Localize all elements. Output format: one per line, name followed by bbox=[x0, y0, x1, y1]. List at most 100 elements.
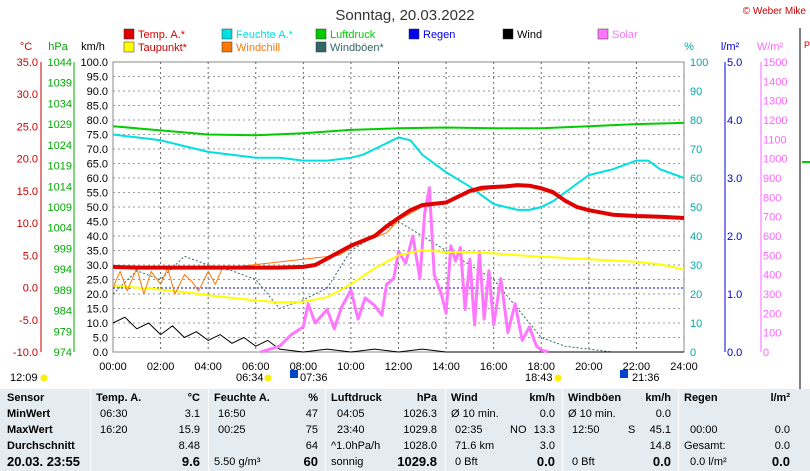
hdr-press-unit: hPa bbox=[416, 392, 437, 404]
series-layer bbox=[112, 121, 685, 354]
axis-tick-label: 200 bbox=[763, 308, 781, 320]
hdr-hum-unit: % bbox=[308, 392, 318, 404]
x-tick-label: 02:00 bbox=[147, 361, 175, 373]
axis-tick-label: 40 bbox=[690, 231, 702, 243]
axis-tick-label: 15.0 bbox=[17, 186, 38, 198]
max-rain: 0.0 bbox=[774, 424, 790, 436]
axis-tick-label: 35.0 bbox=[17, 57, 38, 69]
axis-tick-label: 1500 bbox=[763, 57, 787, 69]
avg-temp: 8.48 bbox=[178, 440, 200, 452]
legend-swatch bbox=[221, 28, 233, 40]
legend-label: Temp. A.* bbox=[138, 29, 186, 41]
legend-swatch bbox=[597, 28, 609, 40]
axis-unit-label: hPa bbox=[48, 41, 68, 53]
axis-tick-label: 10.0 bbox=[87, 318, 108, 330]
legend-swatch bbox=[315, 28, 327, 40]
sun-icon bbox=[264, 374, 272, 382]
max-gust-time: 12:50 bbox=[572, 424, 600, 436]
sun-marker-label: 07:36 bbox=[300, 372, 328, 384]
axis-tick-label: 0 bbox=[763, 347, 769, 359]
series-line bbox=[112, 133, 685, 211]
axis-units: °C hPa km/h% l/m² W/m² bbox=[20, 41, 784, 53]
axis-tick-label: 989 bbox=[54, 285, 72, 297]
hdr-rain-unit: l/m² bbox=[770, 392, 790, 404]
axis-tick-label: -10.0 bbox=[13, 347, 38, 359]
min-temp-time: 06:30 bbox=[100, 408, 128, 420]
max-wind-time: 02:35 bbox=[455, 424, 483, 436]
moon-icon bbox=[620, 370, 628, 378]
hdr-sensor: Sensor bbox=[7, 392, 45, 404]
series-line bbox=[112, 183, 685, 270]
x-tick-label: 22:00 bbox=[623, 361, 651, 373]
avg-rain: 0.0 bbox=[774, 440, 790, 452]
row-current-label: 20.03. 23:55 bbox=[7, 454, 81, 469]
min-hum: 47 bbox=[305, 408, 318, 420]
hdr-temp-unit: °C bbox=[187, 392, 200, 404]
right-edge-decor: P bbox=[799, 28, 810, 389]
axis-tick-label: 50 bbox=[690, 202, 702, 214]
current-gust-bft: 0 Bft bbox=[572, 456, 595, 468]
axis-tick-label: 70 bbox=[690, 144, 702, 156]
current-temp: 9.6 bbox=[181, 454, 200, 469]
axis-tick-label: 30.0 bbox=[87, 260, 108, 272]
sun-icon bbox=[40, 374, 48, 382]
avg-press: 1028.0 bbox=[403, 440, 437, 452]
axis-tick-label: 1039 bbox=[48, 78, 72, 90]
min-temp: 3.1 bbox=[184, 408, 200, 420]
current-weather: sonnig bbox=[331, 456, 364, 468]
axis-tick-label: 55.0 bbox=[87, 188, 108, 200]
axis-tick-label: 3.0 bbox=[727, 173, 742, 185]
axis-tick-label: 1044 bbox=[48, 57, 72, 69]
sun-icon bbox=[554, 374, 562, 382]
axis-tick-label: 4.0 bbox=[727, 115, 742, 127]
max-rain-time: 00:00 bbox=[690, 424, 718, 436]
x-tick-label: 00:00 bbox=[99, 361, 127, 373]
x-tick-label: 14:00 bbox=[432, 361, 460, 373]
current-wind-bft: 0 Bft bbox=[455, 456, 478, 468]
legend-swatch bbox=[408, 28, 420, 40]
max-press-time: 23:40 bbox=[337, 424, 365, 436]
axis-tick-label: 20.0 bbox=[87, 289, 108, 301]
axis-tick-label: 2.0 bbox=[727, 231, 742, 243]
axis-unit-label: W/m² bbox=[757, 41, 784, 53]
axis-tick-label: 20 bbox=[690, 289, 702, 301]
axis-tick-label: 100 bbox=[763, 328, 781, 340]
series-line bbox=[112, 121, 685, 137]
legend-label: Luftdruck bbox=[330, 29, 376, 41]
credit-label: © Weber Mike bbox=[743, 6, 807, 17]
axis-tick-label: 30.0 bbox=[17, 89, 38, 101]
legend-label: Regen bbox=[423, 29, 455, 41]
axis-tick-label: 0.0 bbox=[727, 347, 742, 359]
axis-tick-label: 5.0 bbox=[727, 57, 742, 69]
axis-tick-label: 15.0 bbox=[87, 304, 108, 316]
hdr-wind-unit: km/h bbox=[529, 392, 555, 404]
legend-swatch bbox=[502, 28, 514, 40]
axis-tick-label: 90.0 bbox=[87, 86, 108, 98]
axis-tick-label: 974 bbox=[54, 347, 72, 359]
axis-tick-label: 95.0 bbox=[87, 72, 108, 84]
min-gust: 0.0 bbox=[655, 408, 671, 420]
row-max-label: MaxWert bbox=[7, 424, 53, 436]
series-line bbox=[112, 316, 684, 353]
axis-tick-label: 1200 bbox=[763, 115, 787, 127]
legend-swatch bbox=[123, 41, 135, 53]
legend-swatch bbox=[315, 41, 327, 53]
right-axis-unit-p: P bbox=[804, 40, 810, 50]
axis-tick-label: -5.0 bbox=[19, 315, 38, 327]
axis-tick-label: 0.0 bbox=[93, 347, 108, 359]
axis-tick-label: 5.0 bbox=[23, 250, 38, 262]
sun-marker-label: 18:43 bbox=[525, 372, 553, 384]
avg-gust: 14.8 bbox=[649, 440, 671, 452]
axis-tick-label: 25.0 bbox=[17, 121, 38, 133]
series-line bbox=[112, 249, 685, 304]
current-rain: 0.0 l/m² bbox=[690, 456, 727, 468]
hdr-rain: Regen bbox=[684, 392, 718, 404]
current-hum: 60 bbox=[303, 454, 318, 469]
hdr-gust-unit: km/h bbox=[645, 392, 671, 404]
max-gust-dir: S bbox=[628, 424, 636, 436]
axis-tick-label: 100.0 bbox=[80, 57, 108, 69]
max-temp: 15.9 bbox=[178, 424, 200, 436]
legend-label: Taupunkt* bbox=[138, 42, 188, 54]
axis-unit-label: % bbox=[684, 41, 694, 53]
axis-tick-label: 10.0 bbox=[17, 218, 38, 230]
